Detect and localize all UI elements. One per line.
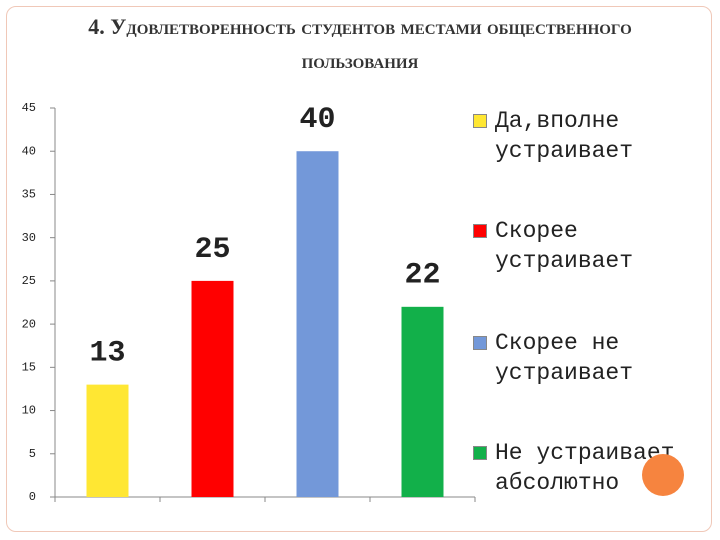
legend-item: Скорее не устраивает bbox=[473, 328, 688, 388]
legend-label: Скорее не устраивает bbox=[495, 330, 634, 386]
bar bbox=[86, 384, 129, 497]
legend-swatch bbox=[473, 114, 487, 128]
y-tick-label: 0 bbox=[29, 490, 36, 504]
data-label: 40 bbox=[299, 103, 335, 137]
y-tick-label: 45 bbox=[22, 101, 36, 115]
data-label: 25 bbox=[194, 233, 230, 267]
legend-item: Не устраивает абсолютно bbox=[473, 438, 688, 498]
data-label: 22 bbox=[404, 259, 440, 293]
bar bbox=[296, 151, 339, 497]
bar bbox=[191, 280, 234, 497]
legend-swatch bbox=[473, 224, 487, 238]
legend-label: Не устраивает абсолютно bbox=[495, 440, 675, 496]
data-label: 13 bbox=[89, 337, 125, 371]
legend-swatch bbox=[473, 336, 487, 350]
legend-label: Скорее устраивает bbox=[495, 218, 634, 274]
y-tick-label: 20 bbox=[22, 317, 36, 331]
legend-item: Да,вполне устраивает bbox=[473, 106, 688, 166]
y-tick-label: 30 bbox=[22, 231, 36, 245]
legend-item: Скорее устраивает bbox=[473, 216, 688, 276]
bar bbox=[401, 306, 444, 497]
y-tick-label: 25 bbox=[22, 274, 36, 288]
y-tick-label: 40 bbox=[22, 144, 36, 158]
slide-frame bbox=[6, 6, 712, 532]
y-tick-label: 10 bbox=[22, 404, 36, 418]
y-tick-label: 5 bbox=[29, 447, 36, 461]
legend-label: Да,вполне устраивает bbox=[495, 108, 634, 164]
decoration-circle bbox=[642, 454, 684, 496]
chart-title: 4. Удовлетворенность студентов местами о… bbox=[88, 14, 632, 73]
legend-swatch bbox=[473, 446, 487, 460]
y-tick-label: 15 bbox=[22, 361, 36, 375]
y-tick-label: 35 bbox=[22, 188, 36, 202]
